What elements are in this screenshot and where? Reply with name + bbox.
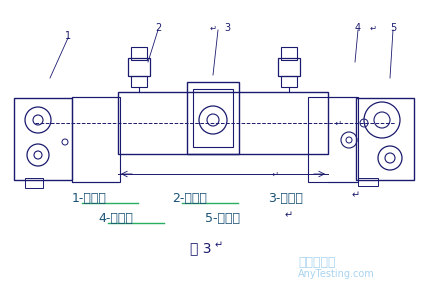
Bar <box>281 47 297 60</box>
Text: ↵: ↵ <box>285 210 293 220</box>
Bar <box>14 98 72 180</box>
Text: 3-撑开架: 3-撑开架 <box>268 192 303 204</box>
Bar <box>193 89 233 147</box>
Bar <box>131 47 147 60</box>
Text: AnyTesting.com: AnyTesting.com <box>298 269 375 279</box>
Text: 1-竖针夹: 1-竖针夹 <box>72 192 107 204</box>
Bar <box>281 76 297 87</box>
Text: ↵: ↵ <box>352 190 360 200</box>
Text: 图 3: 图 3 <box>190 241 211 255</box>
Bar <box>308 97 358 182</box>
Bar <box>131 76 147 87</box>
Text: ↵: ↵ <box>271 170 279 178</box>
Text: ↵: ↵ <box>335 118 342 128</box>
Text: 2: 2 <box>155 23 161 33</box>
Text: 3: 3 <box>224 23 230 33</box>
Text: 2-伸缩体: 2-伸缩体 <box>172 192 207 204</box>
Bar <box>278 58 300 76</box>
Text: ↵: ↵ <box>209 23 217 33</box>
Text: 4: 4 <box>355 23 361 33</box>
Bar <box>187 82 239 154</box>
Bar <box>118 92 328 154</box>
Bar <box>358 178 378 186</box>
Text: 嘉峪检测网: 嘉峪检测网 <box>298 255 336 269</box>
Text: 5-偏心轴: 5-偏心轴 <box>205 212 240 225</box>
Bar <box>128 58 150 76</box>
Text: ↵: ↵ <box>369 23 377 33</box>
Text: 1: 1 <box>65 31 71 41</box>
Text: 5: 5 <box>390 23 396 33</box>
Bar <box>72 97 120 182</box>
Text: 4-竖针夹: 4-竖针夹 <box>98 212 133 225</box>
Bar <box>25 178 43 188</box>
Bar <box>356 98 414 180</box>
Text: ↵: ↵ <box>215 240 223 250</box>
